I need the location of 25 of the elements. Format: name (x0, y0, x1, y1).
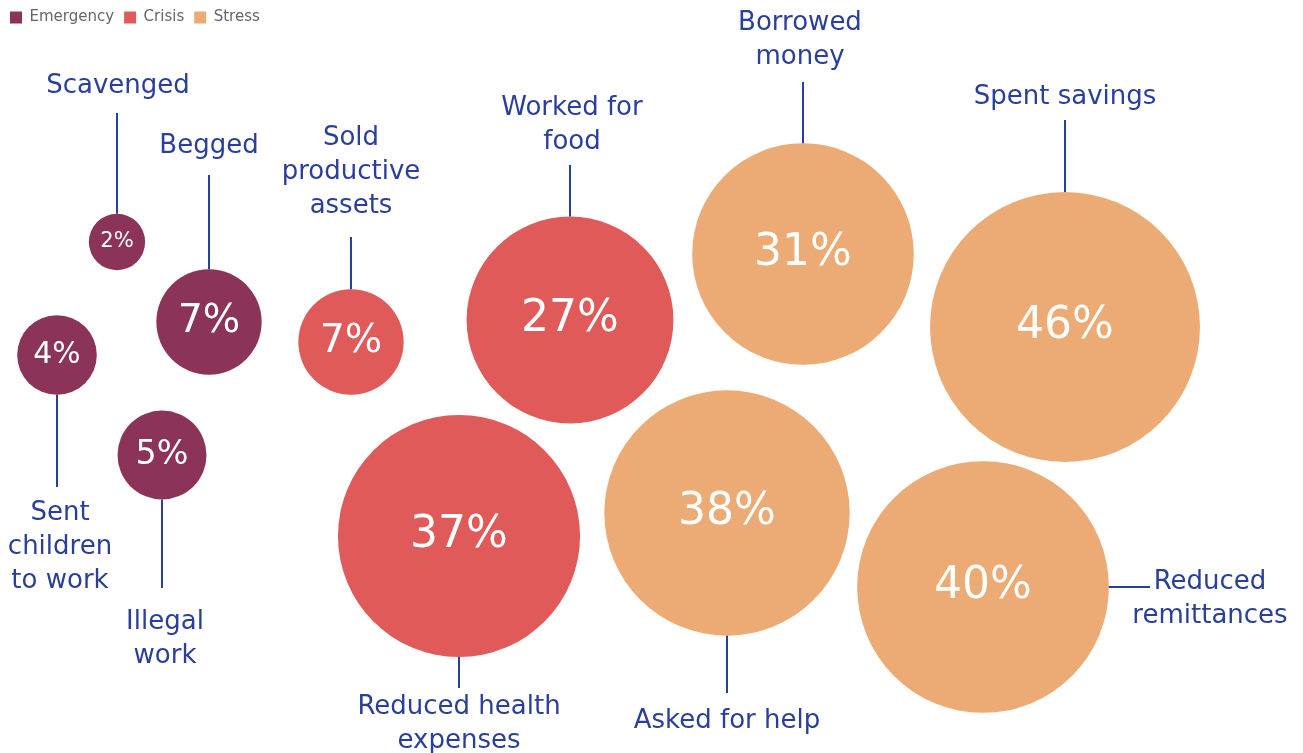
data-label: 4% (33, 334, 81, 370)
data-label: 2% (100, 227, 134, 253)
legend-label: Emergency (29, 7, 115, 26)
category-label: Worked for food (501, 90, 644, 155)
data-label: 46% (1016, 297, 1114, 349)
category-label: Reduced health expenses (357, 689, 561, 753)
data-label: 5% (135, 432, 189, 472)
category-label: Spent savings (973, 79, 1157, 110)
data-label: 7% (177, 295, 241, 342)
data-label: 27% (521, 290, 619, 342)
data-label: 31% (754, 224, 852, 276)
category-label: Sold productive assets (281, 120, 421, 219)
category-label: Asked for help (633, 703, 821, 734)
data-label: 7% (319, 315, 383, 362)
legend-label: Stress (213, 7, 260, 26)
category-label: Borrowed money (738, 5, 862, 70)
data-label: 40% (934, 557, 1032, 609)
category-label: Illegal work (126, 604, 204, 669)
legend-label: Crisis (143, 7, 185, 26)
category-label: Reduced remittances (1132, 564, 1288, 629)
category-label: Sent children to work (7, 495, 113, 594)
data-label: 38% (678, 483, 776, 535)
category-label: Scavenged (46, 68, 190, 99)
category-label: Begged (159, 128, 259, 159)
data-label: 37% (410, 506, 508, 558)
